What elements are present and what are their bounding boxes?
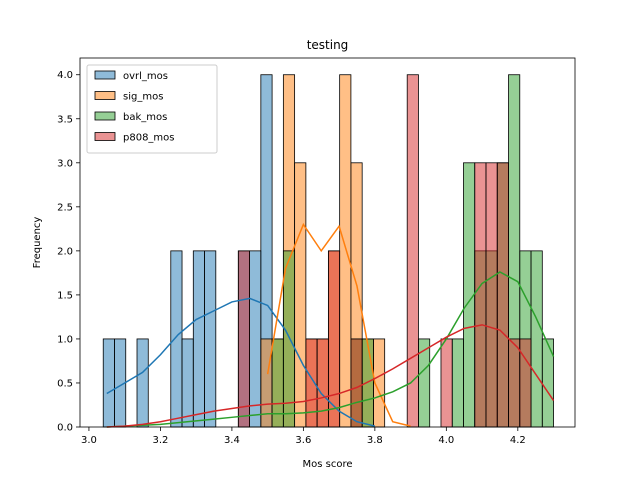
x-tick-label: 3.2: [152, 435, 168, 446]
bar: [327, 250, 341, 428]
bar: [237, 250, 250, 428]
bar: [181, 338, 194, 428]
x-tick-label: 3.4: [224, 435, 240, 446]
y-tick-label: 3.5: [57, 114, 73, 125]
bar: [508, 338, 521, 428]
x-axis-label: Mos score: [302, 459, 352, 470]
bar: [136, 338, 149, 428]
legend-label: sig_mos: [123, 92, 163, 103]
bar: [249, 250, 262, 428]
y-tick-label: 2.0: [57, 246, 73, 257]
y-tick-label: 2.5: [57, 202, 73, 213]
bar: [361, 338, 374, 428]
bar: [305, 338, 318, 428]
kde-line: [106, 324, 555, 428]
bar: [474, 162, 487, 428]
legend-swatch: [94, 70, 116, 80]
kde-line: [106, 271, 555, 428]
bar: [282, 250, 296, 428]
y-tick-label: 3.0: [57, 158, 73, 169]
bar: [406, 74, 419, 428]
bar: [440, 338, 453, 428]
legend-label: ovrl_mos: [123, 71, 168, 82]
bar: [294, 162, 307, 428]
bar: [339, 74, 352, 428]
legend-swatch: [94, 132, 116, 141]
chart-title: testing: [307, 38, 349, 52]
y-tick-label: 4.0: [57, 70, 73, 81]
x-tick-label: 3.6: [295, 435, 311, 446]
x-tick-label: 4.2: [510, 435, 526, 446]
y-axis-label: Frequency: [32, 217, 43, 269]
bar: [204, 250, 217, 428]
bar: [192, 250, 205, 428]
bar: [530, 250, 543, 428]
bar: [485, 162, 498, 428]
bar: [496, 162, 509, 428]
x-tick-label: 3.0: [81, 435, 97, 446]
plot-frame: [79, 57, 576, 428]
bar: [170, 250, 183, 428]
legend-swatch: [94, 111, 116, 121]
bar: [451, 338, 464, 428]
bar: [102, 338, 115, 428]
legend-label: p808_mos: [123, 133, 175, 144]
kde-line: [266, 222, 411, 427]
y-tick-label: 1.0: [57, 334, 73, 345]
x-tick-label: 3.8: [367, 435, 383, 446]
legend-swatch: [94, 91, 116, 100]
bar: [316, 338, 329, 428]
legend-box: [86, 64, 218, 154]
x-tick-label: 4.0: [438, 435, 454, 446]
legend-label: bak_mos: [123, 112, 167, 123]
y-tick-label: 0.0: [57, 423, 73, 434]
y-tick-label: 0.5: [57, 378, 73, 389]
kde-line: [106, 297, 376, 427]
bar: [350, 338, 363, 428]
legend: ovrl_mos sig_mos bak_mos p808_mos: [86, 64, 218, 154]
y-tick-label: 1.5: [57, 290, 73, 301]
